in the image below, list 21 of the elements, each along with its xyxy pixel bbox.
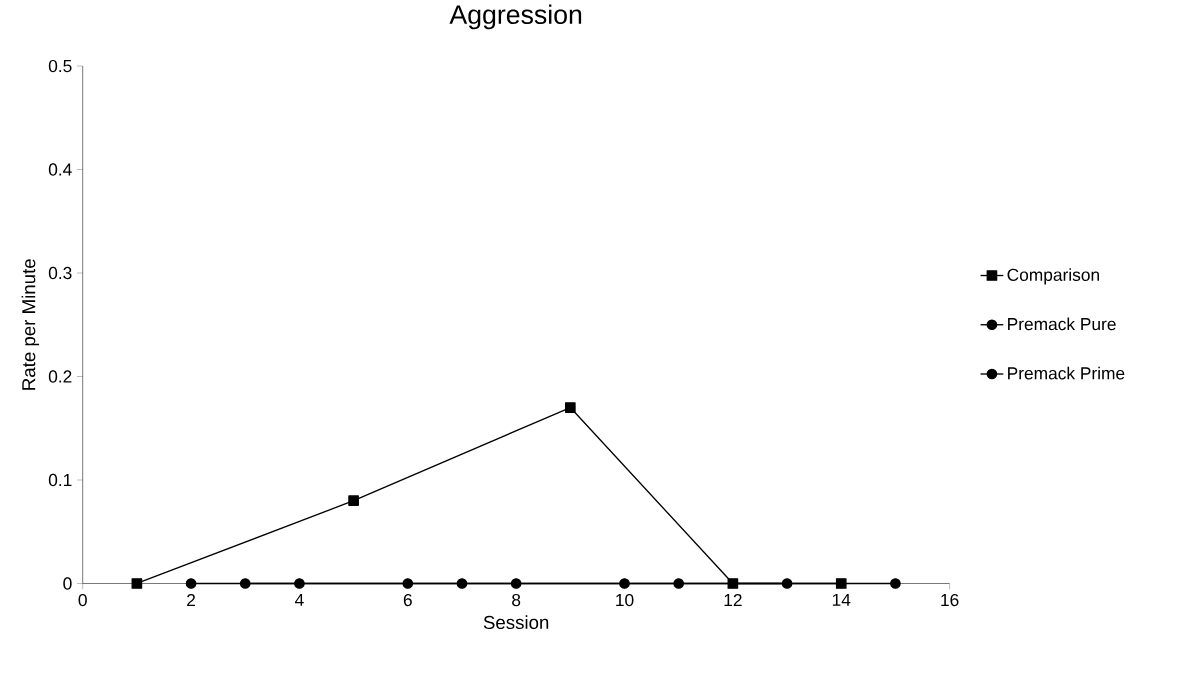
x-axis-title: Session [483,615,549,629]
x-tick-label: 0 [78,593,87,607]
x-tick-label: 4 [295,593,304,606]
y-tick-label: 0.3 [48,266,72,280]
chart-title: Aggression [449,4,582,30]
x-tick-label: 14 [832,593,851,606]
y-tick-label: 0.4 [48,163,72,176]
legend-label: Premack Prime [1008,366,1125,380]
y-tick-label: 0.1 [48,473,72,487]
y-axis-title: Rate per Minute [21,259,40,390]
legend-label: Premack Pure [1008,317,1116,331]
x-tick-label: 8 [512,593,521,607]
y-tick-label: 0.5 [48,59,72,73]
x-tick-label: 2 [187,593,195,606]
y-tick-label: 0 [63,577,72,590]
x-tick-label: 16 [941,593,959,607]
x-tick-label: 10 [616,593,634,607]
legend-label: Comparison [1007,268,1099,285]
x-tick-label: 12 [724,593,742,606]
x-tick-label: 6 [403,593,412,607]
y-tick-label: 0.2 [48,370,72,383]
